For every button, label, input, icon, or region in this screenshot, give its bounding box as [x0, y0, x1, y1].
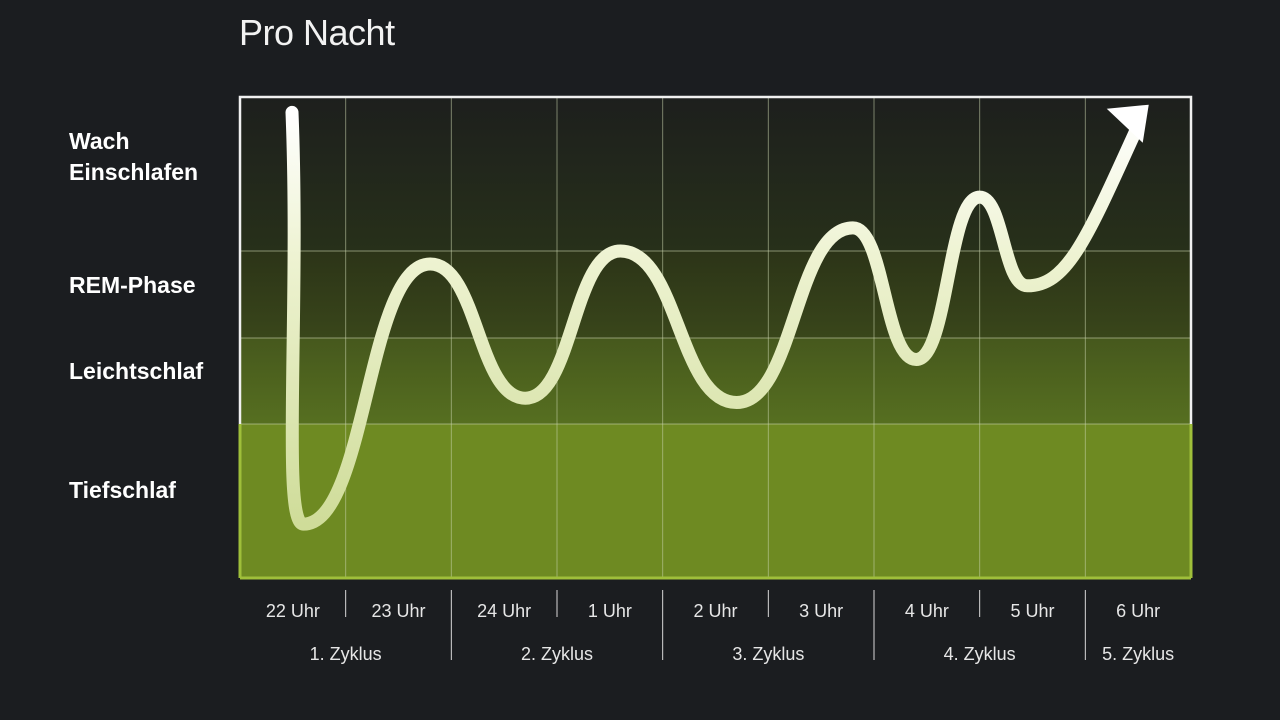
cycle-label: 4. Zyklus [944, 644, 1016, 664]
cycle-label: 1. Zyklus [310, 644, 382, 664]
band-tiefschlaf [240, 424, 1191, 578]
cycle-label: 3. Zyklus [732, 644, 804, 664]
chart-subtitle: Pro Nacht [239, 12, 395, 53]
x-tick-label: 22 Uhr [266, 601, 320, 621]
band-wach [240, 97, 1191, 251]
x-tick-label: 1 Uhr [588, 601, 632, 621]
y-tick-label: REM-Phase [69, 270, 196, 301]
y-tick-label: Wach Einschlafen [69, 126, 198, 188]
x-tick-label: 2 Uhr [693, 601, 737, 621]
x-tick-label: 4 Uhr [905, 601, 949, 621]
cycle-label: 2. Zyklus [521, 644, 593, 664]
y-tick-label-line: REM-Phase [69, 272, 196, 298]
y-tick-label: Leichtschlaf [69, 356, 203, 387]
chart-frame-top [238, 95, 1193, 578]
x-tick-label: 3 Uhr [799, 601, 843, 621]
x-tick-label: 6 Uhr [1116, 601, 1160, 621]
x-tick-label: 24 Uhr [477, 601, 531, 621]
band-leichtschlaf [240, 338, 1191, 424]
sleep-curve [285, 105, 1144, 531]
y-tick-label: Tiefschlaf [69, 475, 176, 506]
y-tick-label-line: Tiefschlaf [69, 477, 176, 503]
x-tick-label: 23 Uhr [371, 601, 425, 621]
cycle-label: 5. Zyklus [1102, 644, 1174, 664]
y-tick-label-line: Wach [69, 128, 130, 154]
y-tick-label-line: Einschlafen [69, 159, 199, 185]
y-tick-label-line: Leichtschlaf [69, 358, 204, 384]
curve-arrow-head [1106, 104, 1149, 143]
x-tick-label: 5 Uhr [1010, 601, 1054, 621]
